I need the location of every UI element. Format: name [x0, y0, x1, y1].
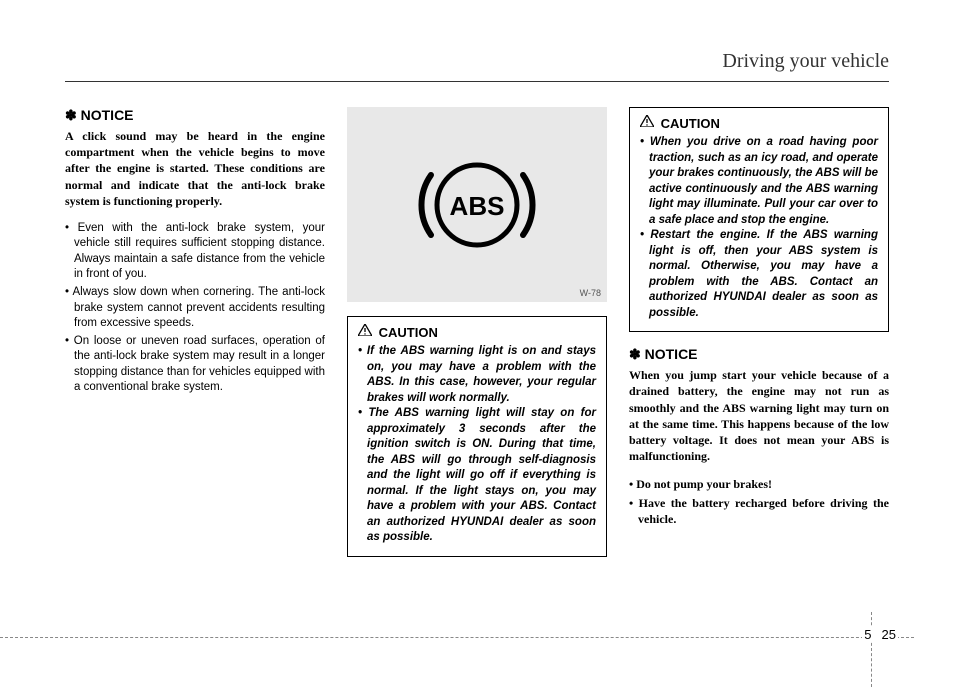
notice-bullets: Do not pump your brakes! Have the batter…	[629, 476, 889, 527]
bullet-item: On loose or uneven road surfaces, operat…	[65, 334, 325, 396]
header-title: Driving your vehicle	[722, 50, 889, 72]
caution-item: If the ABS warning light is on and stays…	[358, 344, 596, 406]
column-1: NOTICE A click sound may be heard in the…	[65, 107, 325, 571]
bullet-item: Even with the anti-lock brake system, yo…	[65, 221, 325, 283]
caution-heading: CAUTION	[640, 116, 878, 131]
footer-dashed-line-vertical	[871, 612, 872, 687]
caution-item: Restart the engine. If the ABS warning l…	[640, 228, 878, 321]
notice-bullet-item: Have the battery recharged before drivin…	[629, 495, 889, 527]
caution-item: When you drive on a road having poor tra…	[640, 135, 878, 228]
notice-bullet-item: Do not pump your brakes!	[629, 476, 889, 492]
bullet-item: Always slow down when cornering. The ant…	[65, 285, 325, 332]
abs-figure: ABS W-78	[347, 107, 607, 302]
figure-label: W-78	[580, 288, 601, 298]
column-3: CAUTION When you drive on a road having …	[629, 107, 889, 571]
warning-triangle-icon	[640, 115, 654, 130]
page-header: Driving your vehicle	[65, 50, 889, 82]
caution-list: If the ABS warning light is on and stays…	[358, 344, 596, 546]
page-container: Driving your vehicle NOTICE A click soun…	[0, 0, 954, 685]
notice-title-text: NOTICE	[81, 107, 134, 123]
caution-list: When you drive on a road having poor tra…	[640, 135, 878, 321]
caution-box-1: CAUTION If the ABS warning light is on a…	[347, 316, 607, 557]
notice-body: When you jump start your vehicle because…	[629, 367, 889, 464]
warning-triangle-icon	[358, 324, 372, 339]
page-footer: 525	[0, 637, 954, 667]
page-num: 25	[882, 627, 896, 642]
section-number: 5	[864, 627, 871, 642]
notice-body: A click sound may be heard in the engine…	[65, 128, 325, 209]
caution-box-2: CAUTION When you drive on a road having …	[629, 107, 889, 332]
notice-title-text: NOTICE	[645, 346, 698, 362]
caution-item: The ABS warning light will stay on for a…	[358, 406, 596, 546]
content-columns: NOTICE A click sound may be heard in the…	[65, 107, 889, 571]
info-bullets: Even with the anti-lock brake system, yo…	[65, 221, 325, 396]
page-number: 5 25	[862, 627, 898, 642]
notice-heading: NOTICE	[629, 346, 889, 363]
notice-heading: NOTICE	[65, 107, 325, 124]
svg-text:ABS: ABS	[450, 191, 505, 221]
footer-dashed-line-horizontal	[0, 637, 914, 638]
caution-title-text: CAUTION	[661, 116, 720, 131]
column-2: ABS W-78 CAUTION If the ABS warning ligh…	[347, 107, 607, 571]
abs-icon: ABS	[417, 145, 537, 265]
caution-title-text: CAUTION	[379, 325, 438, 340]
caution-heading: CAUTION	[358, 325, 596, 340]
